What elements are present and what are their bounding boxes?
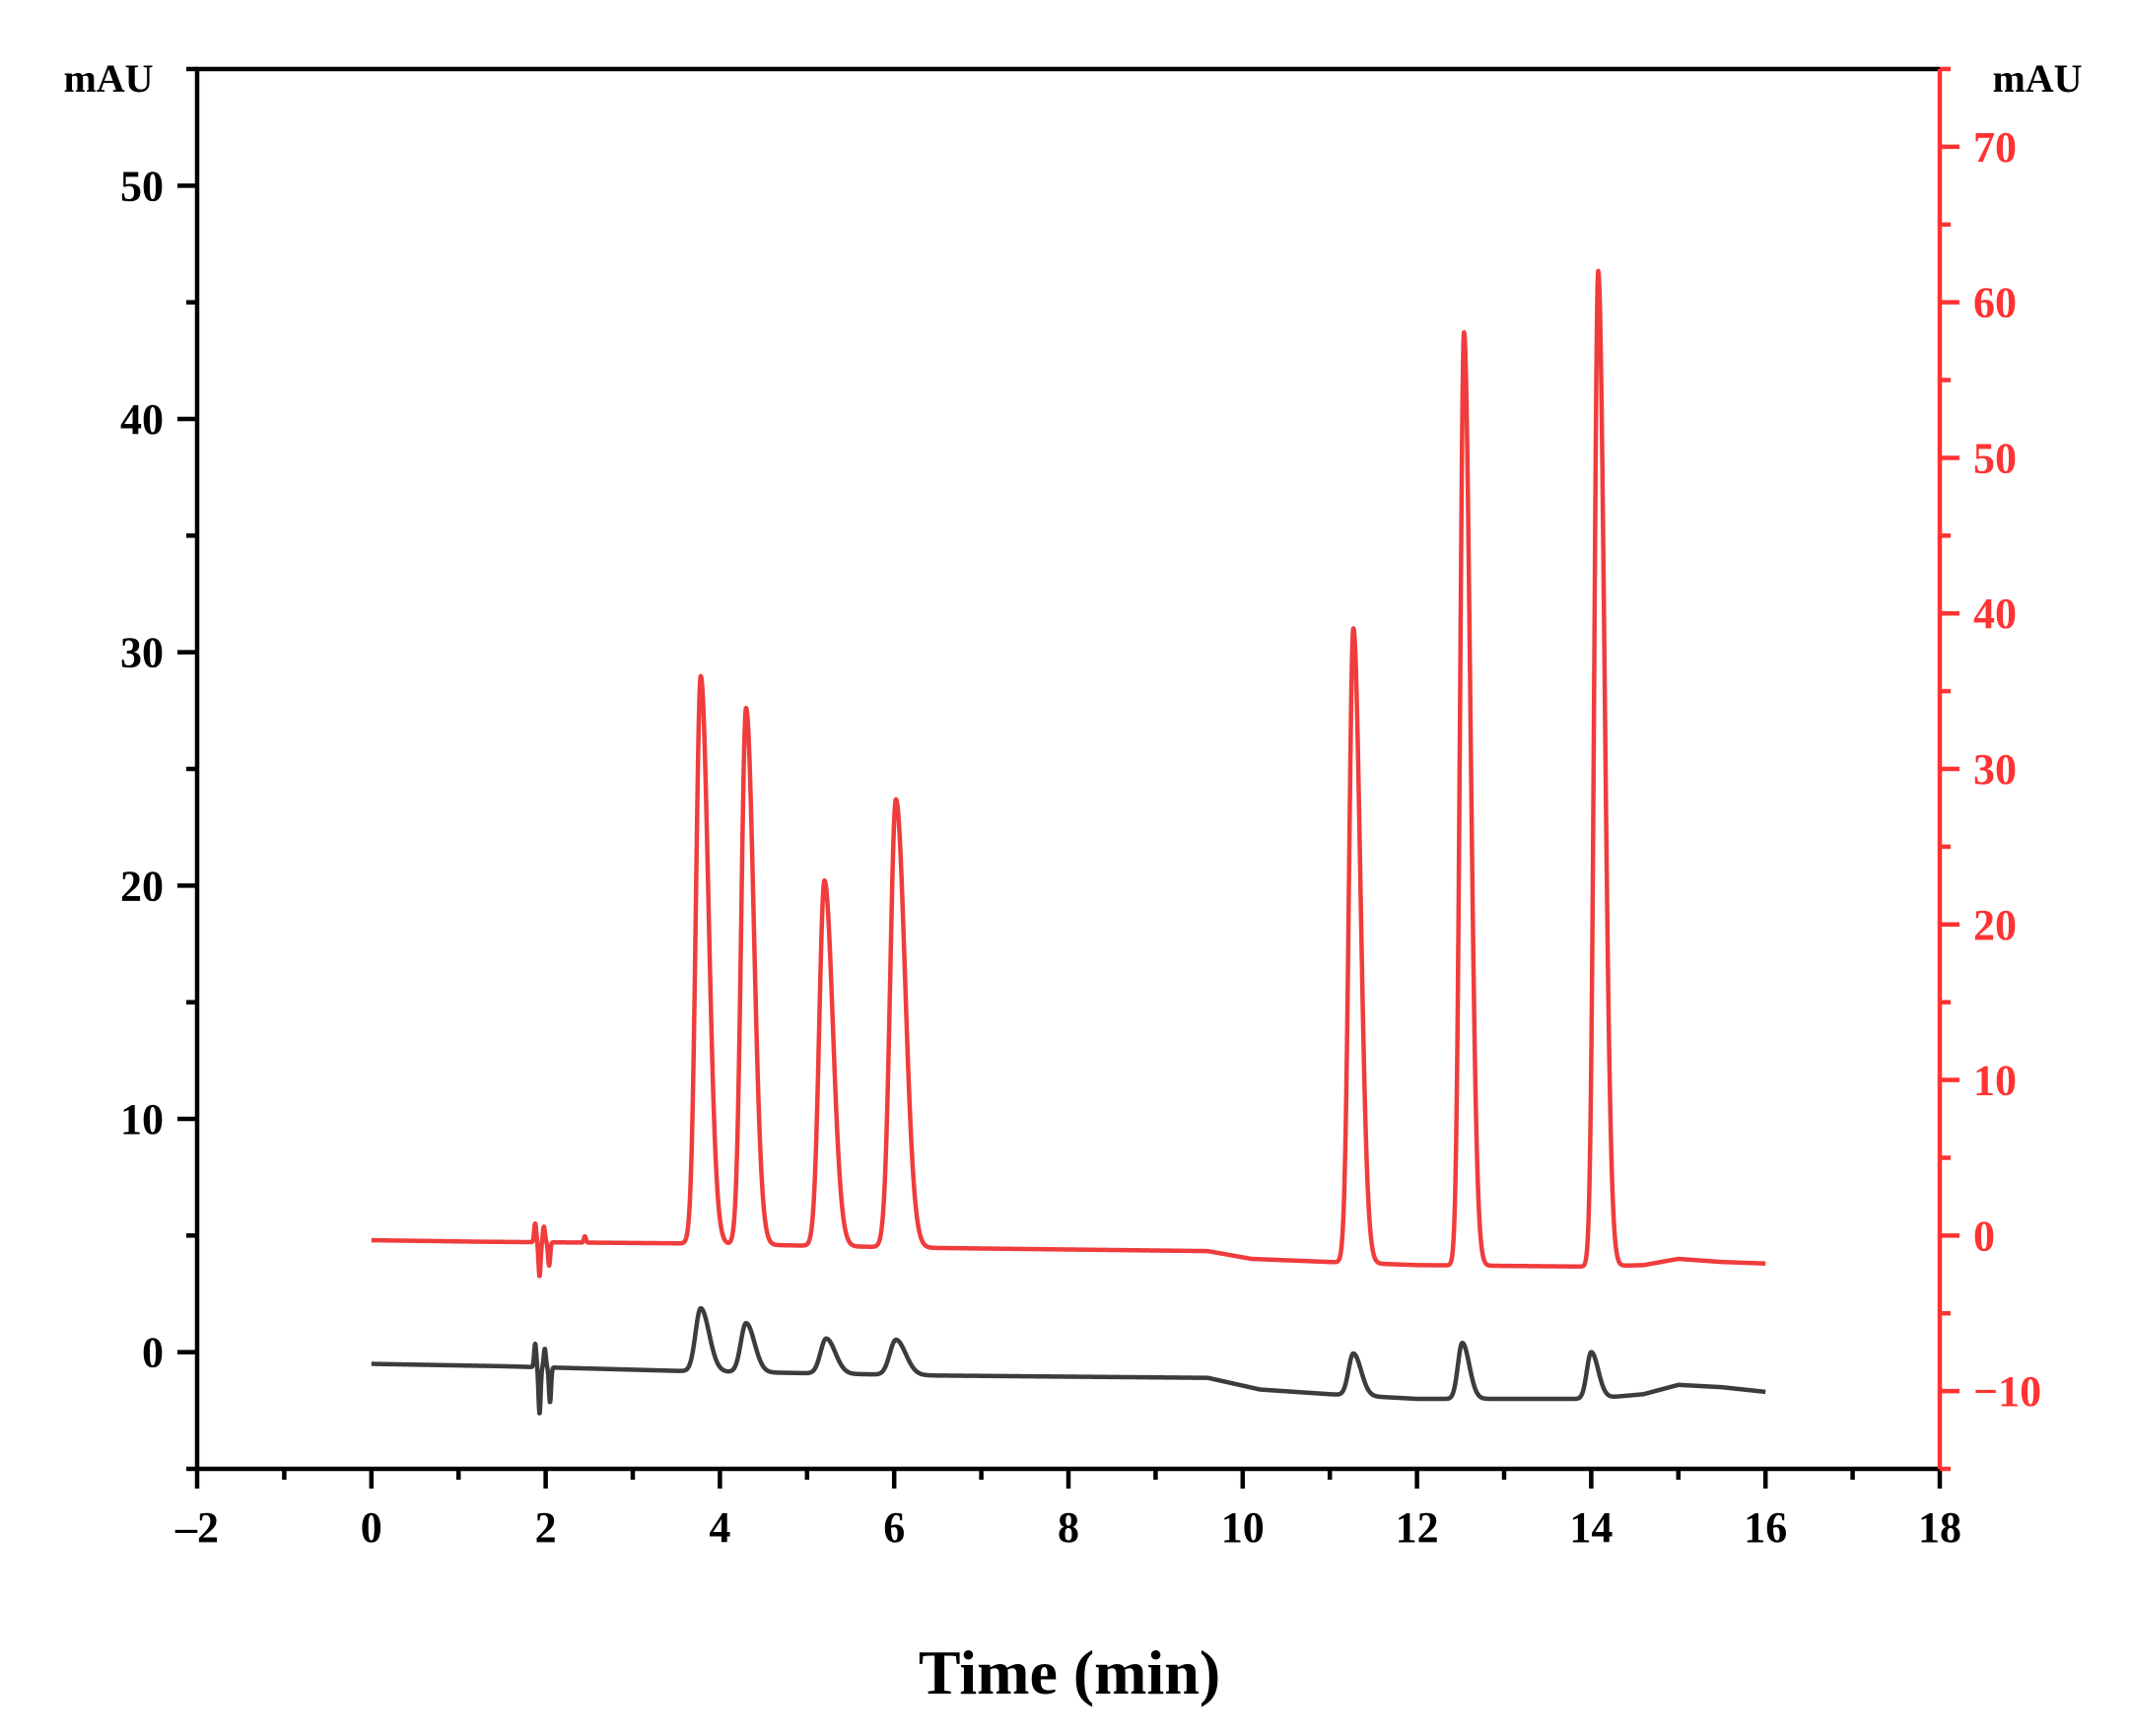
right-tick-label: 70 [1973, 123, 2017, 172]
x-tick-label: 12 [1396, 1503, 1439, 1552]
left-tick-label: 10 [120, 1095, 164, 1144]
x-tick-label: 16 [1744, 1503, 1787, 1552]
x-tick-label: 2 [535, 1503, 557, 1552]
x-tick-label: –2 [174, 1503, 219, 1552]
right-tick-label: 20 [1973, 901, 2017, 949]
x-tick-label: 14 [1569, 1503, 1613, 1552]
right-tick-label: 0 [1973, 1212, 1995, 1260]
left-tick-label: 20 [120, 862, 164, 910]
x-tick-label: 8 [1058, 1503, 1079, 1552]
left-tick-label: 0 [142, 1329, 164, 1377]
left-tick-label: 30 [120, 629, 164, 677]
right-tick-label: 10 [1973, 1057, 2017, 1105]
left-tick-label: 50 [120, 162, 164, 210]
series-line-1 [369, 1305, 1768, 1416]
right-tick-label: −10 [1973, 1367, 2041, 1416]
right-axis-unit-label: mAU [1992, 56, 2082, 101]
left-axis-unit-label: mAU [63, 56, 153, 101]
x-tick-label: 18 [1918, 1503, 1961, 1552]
trace-layer [369, 268, 1768, 1416]
x-tick-label: 4 [709, 1503, 730, 1552]
x-axis-title: Time (min) [919, 1637, 1220, 1707]
right-tick-label: 30 [1973, 745, 2017, 794]
series-line-0 [369, 268, 1768, 1279]
axes-layer: –2 0 2 4 6 8 10 12 14 16 18 0 10 20 30 40 50 −10 0 10 20 30 40… [120, 66, 2041, 1552]
x-tick-label: 6 [883, 1503, 905, 1552]
x-tick-label: 10 [1221, 1503, 1265, 1552]
right-tick-label: 50 [1973, 434, 2017, 482]
x-tick-label: 0 [361, 1503, 382, 1552]
left-tick-label: 40 [120, 395, 164, 444]
right-tick-label: 40 [1973, 590, 2017, 638]
right-tick-label: 60 [1973, 279, 2017, 327]
